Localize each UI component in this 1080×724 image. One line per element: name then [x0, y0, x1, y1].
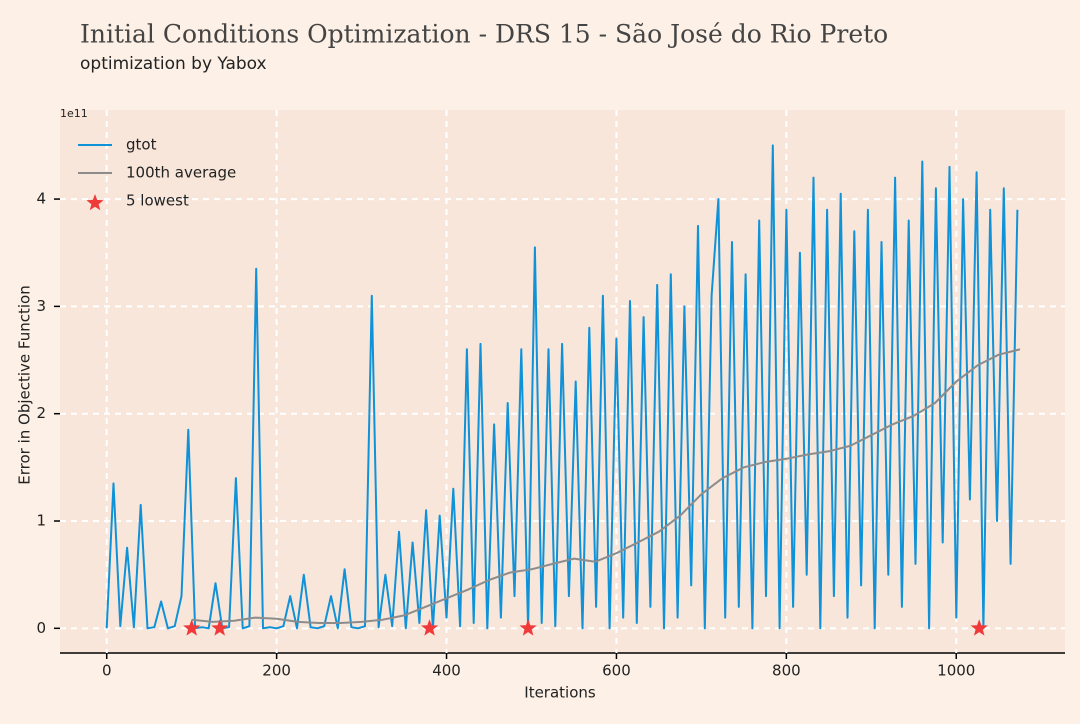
y-axis-label: Error in Objective Function	[16, 285, 34, 484]
y-tick-label: 1	[36, 512, 46, 530]
y-offset-label: 1e11	[60, 107, 88, 120]
legend-symbol	[86, 194, 104, 211]
y-tick-label: 3	[36, 297, 46, 315]
lowest-marker	[211, 619, 229, 636]
lowest-marker	[970, 619, 988, 636]
lowest-marker	[421, 619, 439, 636]
x-tick-label: 800	[772, 662, 801, 680]
lowest-marker	[183, 619, 201, 636]
lowest-marker	[519, 619, 537, 636]
x-tick-label: 1000	[937, 662, 975, 680]
legend-label: gtot	[126, 136, 157, 154]
chart-title: Initial Conditions Optimization - DRS 15…	[80, 20, 888, 49]
x-tick-label: 400	[432, 662, 461, 680]
legend-label: 5 lowest	[126, 192, 189, 210]
x-tick-label: 600	[602, 662, 631, 680]
series-line	[191, 348, 1021, 624]
y-tick-label: 0	[36, 619, 46, 637]
series-line	[105, 144, 1019, 630]
x-tick-label: 0	[102, 662, 112, 680]
y-tick-label: 4	[36, 190, 46, 208]
legend-label: 100th average	[126, 164, 236, 182]
x-axis-label: Iterations	[524, 684, 596, 702]
x-tick-label: 200	[262, 662, 291, 680]
chart-subtitle: optimization by Yabox	[80, 54, 267, 74]
y-tick-label: 2	[36, 404, 46, 422]
